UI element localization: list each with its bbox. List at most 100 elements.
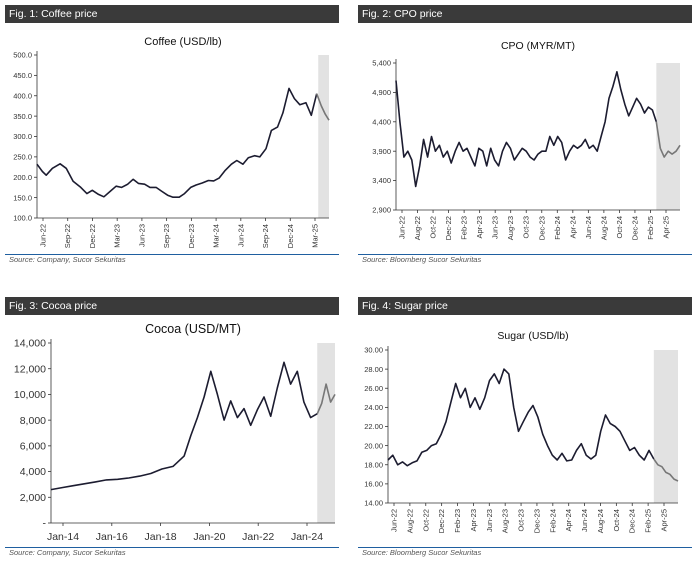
sugar-chart: Sugar (USD/lb) 14.00 16.00 18.00 20.00 22.00 2… [364,330,679,533]
y-tick-label: 20.00 [364,441,383,450]
y-tick-label: 8,000 [20,415,46,427]
price-line [50,361,318,491]
price-line [387,368,655,467]
y-tick-label: 16.00 [364,480,383,489]
x-tick-label: Dec-22 [437,509,446,533]
x-tick-label: Apr-23 [475,216,484,239]
y-tick-label: 6,000 [20,441,46,453]
forecast-shade [317,343,335,523]
source-note: Source: Bloomberg Sucor Sekuritas [362,548,482,557]
x-tick-label: Jun-23 [491,216,500,239]
y-tick-label: 14,000 [14,338,46,350]
x-tick-label: Dec-24 [628,509,637,533]
y-tick-label: 26.00 [364,384,383,393]
forecast-line [653,458,679,482]
divider [358,547,692,548]
x-tick-label: Apr-25 [660,509,669,532]
y-tick-label: 450.0 [13,71,32,80]
source-note: Source: Company, Sucor Sekuritas [9,255,126,264]
x-tick-label: Oct-23 [517,509,526,532]
chart-title: Cocoa (USD/MT) [145,322,241,336]
y-tick-label: 3,400 [372,176,391,185]
x-tick-label: Dec-23 [532,509,541,533]
source-note: Source: Bloomberg Sucor Sekuritas [362,255,482,264]
x-tick-label: Jun-24 [580,509,589,532]
y-tick-label: 2,900 [372,206,391,215]
forecast-shade [318,55,329,218]
divider [358,254,692,255]
y-tick-label: 3,900 [372,147,391,156]
y-tick-label: 22.00 [364,422,383,431]
figure-caption: Fig. 3: Cocoa price [5,297,339,315]
x-tick-label: Feb-25 [644,509,653,533]
y-tick-label: 14.00 [364,499,383,508]
x-tick-label: Aug-24 [596,509,605,533]
y-tick-label: 4,900 [372,88,391,97]
x-tick-label: Oct-24 [612,509,621,532]
x-tick-label: Dec-22 [444,216,453,240]
y-tick-label: 30.00 [364,346,383,355]
x-tick-label: Feb-23 [460,216,469,240]
y-tick-label: 12,000 [14,363,46,375]
x-tick-label: Apr-25 [662,216,671,239]
x-tick-label: Feb-24 [548,509,557,533]
x-tick-label: Jan-22 [242,531,274,543]
forecast-line [655,121,681,158]
x-tick-label: Mar-23 [113,224,122,248]
x-tick-label: Dec-23 [537,216,546,240]
x-tick-label: Jun-22 [39,224,48,247]
x-tick-label: Dec-24 [630,216,639,240]
y-tick-label: - [43,518,47,530]
figure-caption: Fig. 4: Sugar price [358,297,692,315]
y-tick-label: 500.0 [13,51,32,60]
source-note: Source: Company, Sucor Sekuritas [9,548,126,557]
x-tick-label: Jan-20 [193,531,225,543]
x-tick-label: Feb-24 [553,216,562,240]
x-tick-label: Sep-24 [261,224,270,248]
x-tick-label: Jun-23 [137,224,146,247]
x-tick-label: Feb-23 [453,509,462,533]
forecast-line [316,383,336,415]
y-tick-label: 4,400 [372,117,391,126]
x-tick-label: Aug-22 [405,509,414,533]
x-tick-label: Aug-24 [599,216,608,240]
x-tick-label: Dec-22 [88,224,97,248]
x-tick-label: Apr-24 [564,509,573,532]
y-tick-label: 18.00 [364,460,383,469]
x-tick-label: Jun-24 [236,224,245,247]
x-tick-label: Oct-23 [522,216,531,239]
divider [5,254,339,255]
price-line [395,71,658,188]
y-tick-label: 24.00 [364,403,383,412]
x-tick-label: Mar-24 [212,224,221,248]
y-tick-label: 4,000 [20,466,46,478]
coffee-chart: Coffee (USD/lb) 100.0 150.0 200.0 250.0 300.0… [13,36,330,248]
x-tick-label: Oct-24 [615,216,624,239]
y-tick-label: 250.0 [13,153,32,162]
cpo-chart: CPO (MYR/MT) 2,900 3,400 3,900 4,400 4,900 5,4… [372,40,681,240]
y-tick-label: 2,000 [20,492,46,504]
forecast-line [315,93,330,121]
x-tick-label: Jan-14 [47,531,79,543]
y-tick-label: 28.00 [364,365,383,374]
figure-caption: Fig. 2: CPO price [358,5,692,23]
panel-coffee: Fig. 1: Coffee price Coffee (USD/lb) 100.… [5,5,339,267]
x-tick-label: Dec-24 [286,224,295,248]
x-tick-label: Jun-22 [398,216,407,239]
panel-cpo: Fig. 2: CPO price CPO (MYR/MT) 2,900 3,400… [358,5,692,267]
x-tick-label: Mar-25 [311,224,320,248]
panel-cocoa: Fig. 3: Cocoa price Cocoa (USD/MT) - 2,000… [5,297,339,559]
y-tick-label: 5,400 [372,59,391,68]
x-tick-label: Jun-24 [584,216,593,239]
y-tick-label: 150.0 [13,193,32,202]
x-tick-label: Aug-23 [501,509,510,533]
cocoa-chart: Cocoa (USD/MT) - 2,000 4,000 6,000 8,000 10,00… [14,322,336,543]
y-tick-label: 300.0 [13,132,32,141]
x-tick-label: Aug-22 [413,216,422,240]
forecast-shade [656,63,680,210]
x-tick-label: Feb-25 [646,216,655,240]
y-tick-label: 100.0 [13,214,32,223]
x-tick-label: Jun-23 [485,509,494,532]
x-tick-label: Jan-18 [145,531,177,543]
x-tick-label: Apr-23 [469,509,478,532]
